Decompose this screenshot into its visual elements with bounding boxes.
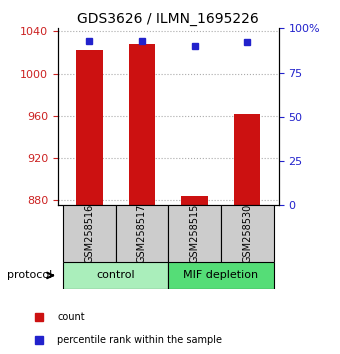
Bar xyxy=(182,196,208,205)
FancyBboxPatch shape xyxy=(63,205,116,262)
FancyBboxPatch shape xyxy=(116,205,168,262)
Text: MIF depletion: MIF depletion xyxy=(183,270,258,280)
Bar xyxy=(76,51,103,205)
Bar xyxy=(129,44,155,205)
Bar xyxy=(234,114,260,205)
FancyBboxPatch shape xyxy=(63,262,168,289)
Text: GSM258517: GSM258517 xyxy=(137,204,147,263)
Text: GSM258515: GSM258515 xyxy=(190,204,200,263)
Text: count: count xyxy=(57,312,85,322)
FancyBboxPatch shape xyxy=(168,262,274,289)
FancyBboxPatch shape xyxy=(168,205,221,262)
Text: GSM258516: GSM258516 xyxy=(84,204,95,263)
Text: percentile rank within the sample: percentile rank within the sample xyxy=(57,335,222,346)
FancyBboxPatch shape xyxy=(221,205,274,262)
Text: protocol: protocol xyxy=(7,270,52,280)
Text: control: control xyxy=(96,270,135,280)
Title: GDS3626 / ILMN_1695226: GDS3626 / ILMN_1695226 xyxy=(78,12,259,26)
Text: GSM258530: GSM258530 xyxy=(242,204,252,263)
